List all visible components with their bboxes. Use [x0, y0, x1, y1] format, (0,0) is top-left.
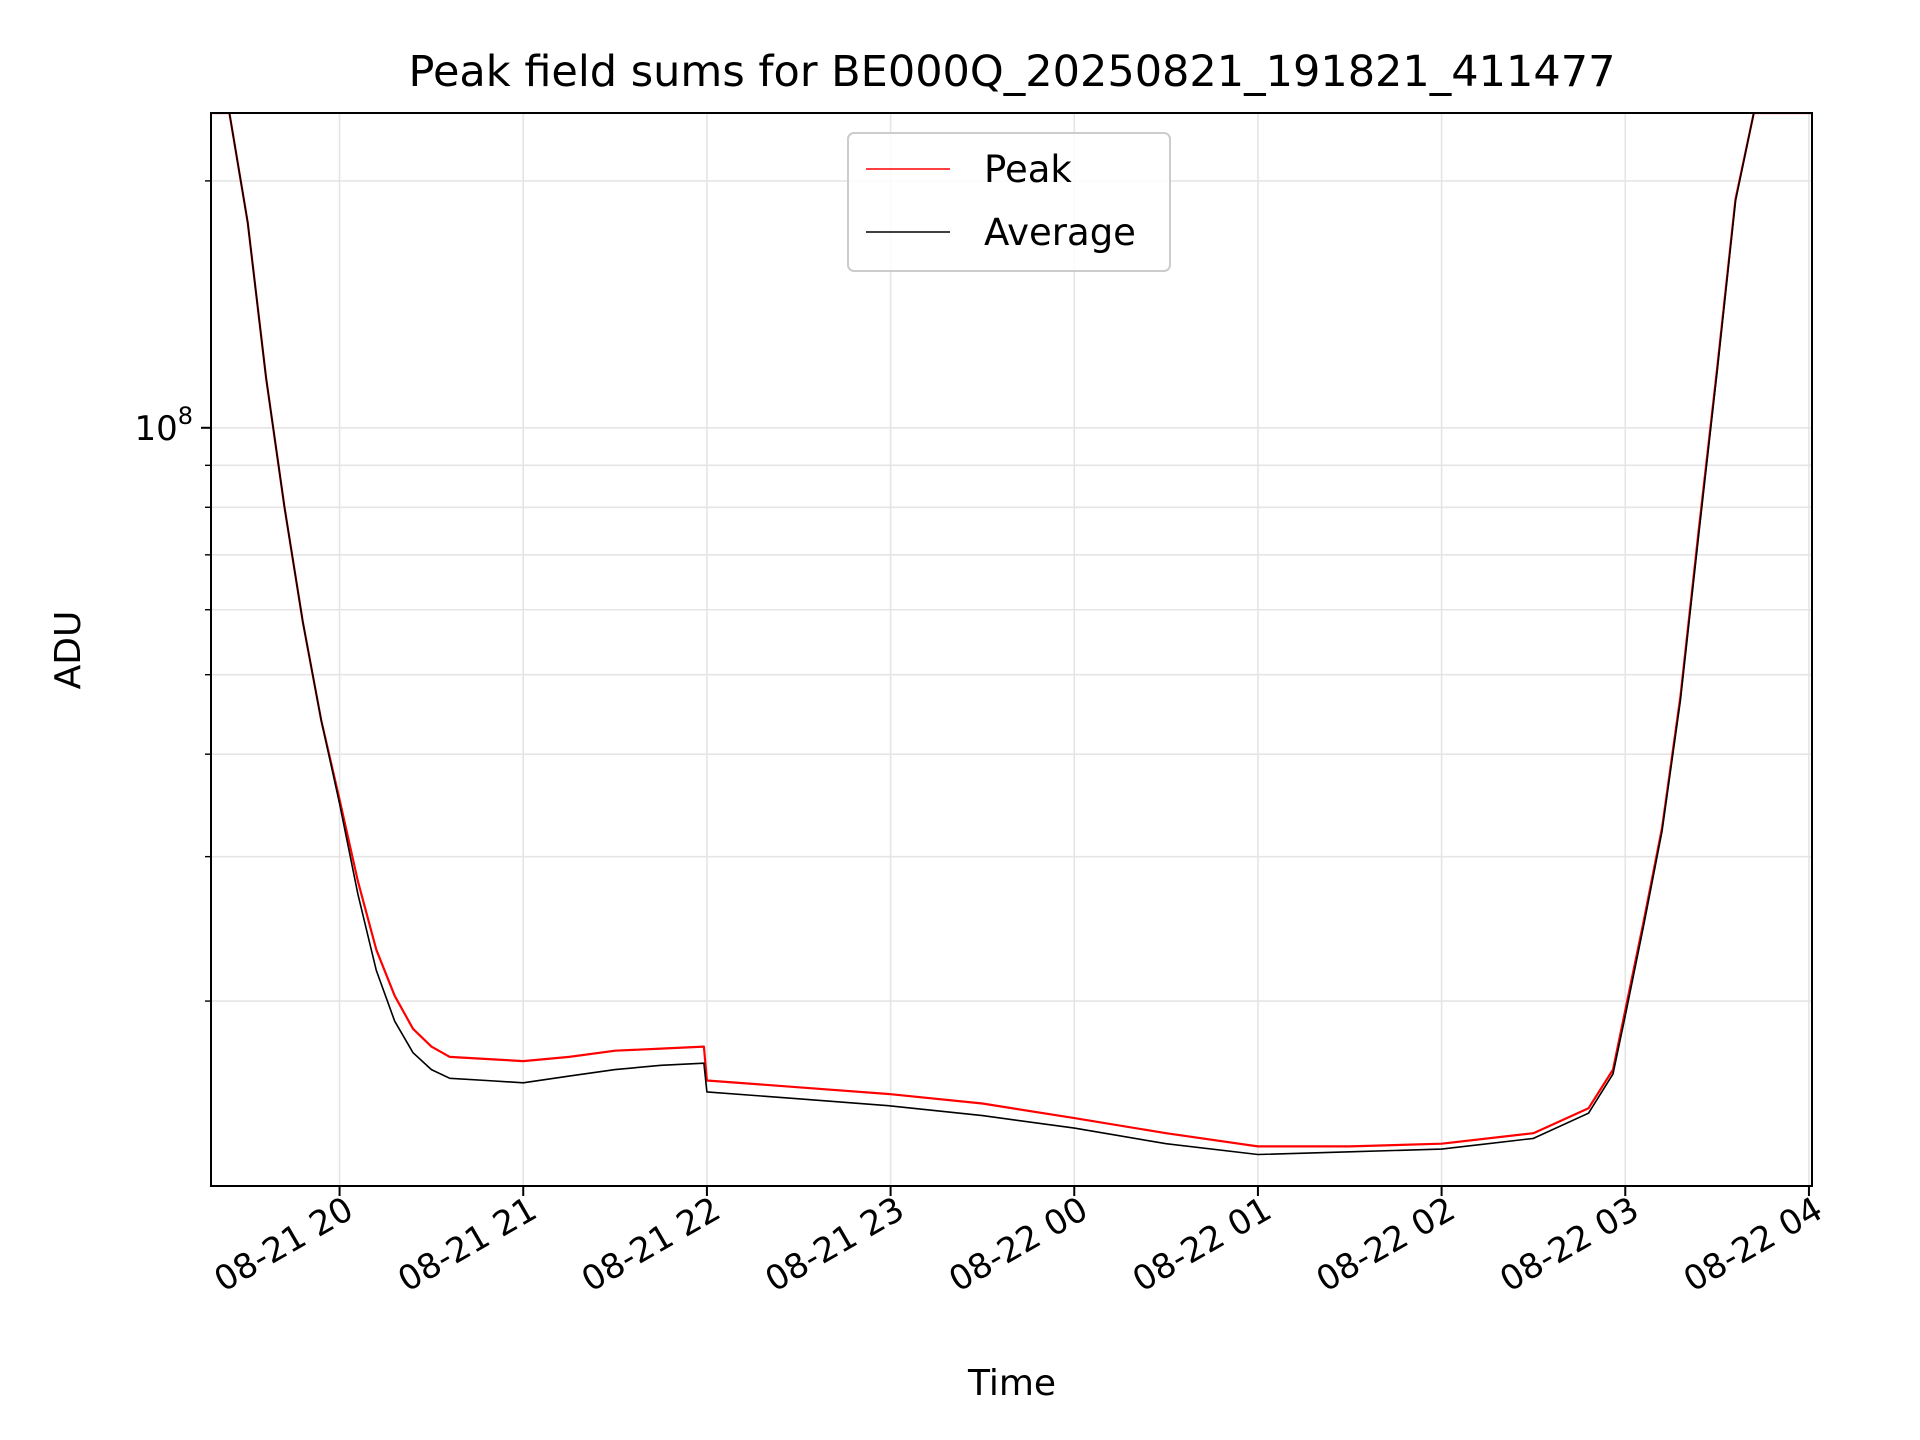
grid — [211, 113, 1812, 1186]
series-layer — [211, 113, 1812, 1156]
legend-label-peak: Peak — [984, 148, 1072, 191]
plot-frame — [210, 112, 1813, 1187]
legend: Peak Average — [847, 132, 1171, 272]
y-tick-label: 108 — [134, 402, 193, 449]
chart-title: Peak field sums for BE000Q_20250821_1918… — [409, 47, 1616, 97]
x-axis-label: Time — [967, 1363, 1056, 1404]
y-axis-ticks: 108 — [134, 180, 211, 1002]
y-axis-label: ADU — [48, 611, 89, 690]
series-line-average — [211, 113, 1812, 1156]
legend-label-average: Average — [984, 211, 1136, 254]
legend-frame — [847, 132, 1171, 272]
